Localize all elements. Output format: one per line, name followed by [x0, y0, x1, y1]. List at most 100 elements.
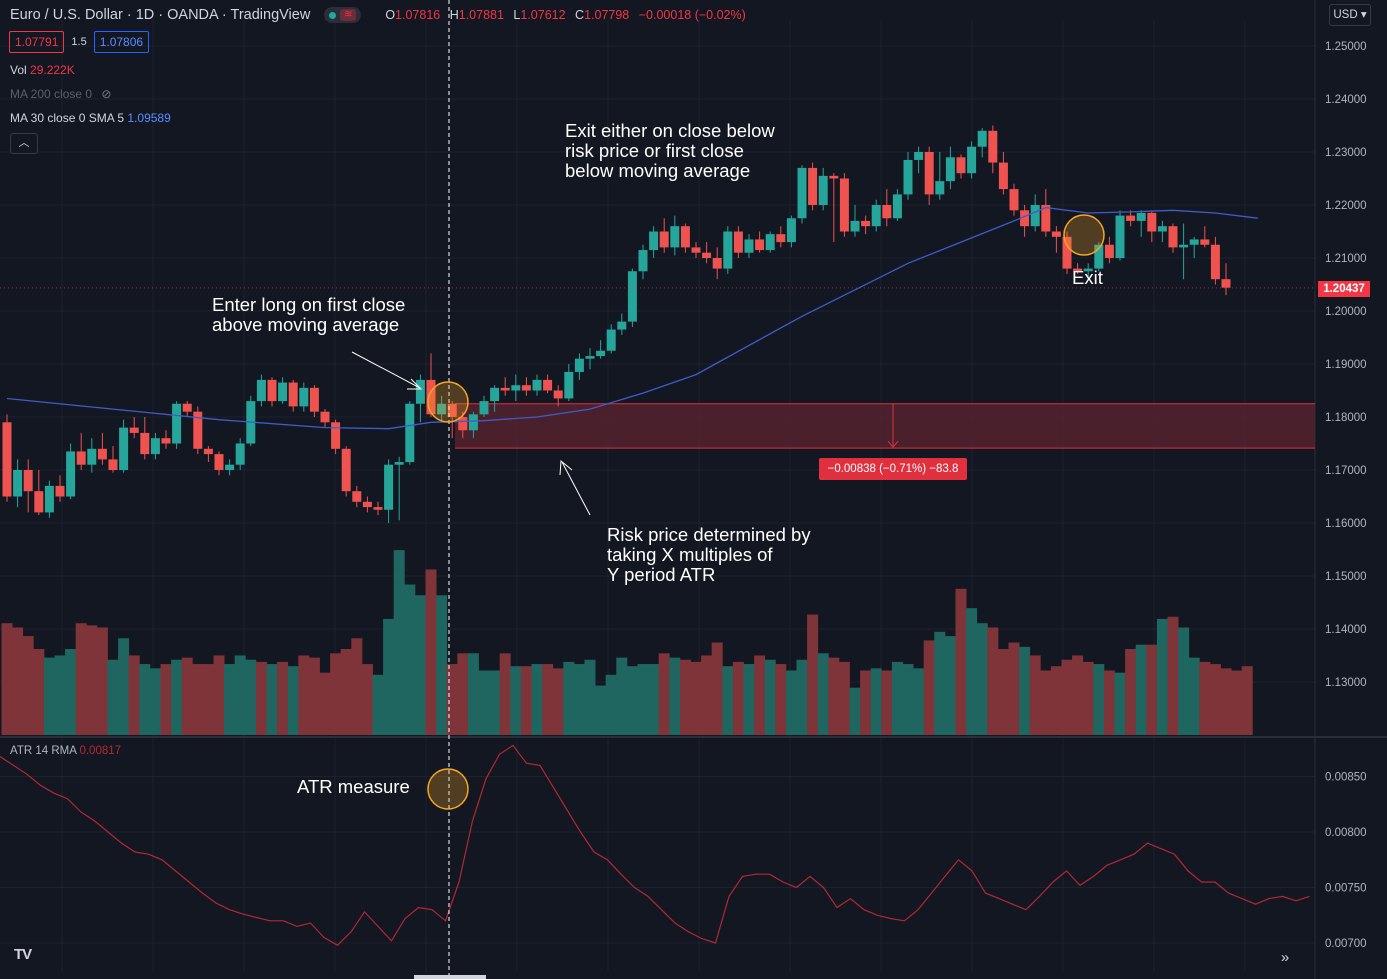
price-tick-label: 1.24000	[1325, 94, 1367, 106]
volume-bar	[860, 670, 872, 735]
tradingview-logo-icon[interactable]: TV	[14, 946, 32, 963]
candle-body	[415, 379, 425, 404]
candle-body	[659, 231, 669, 248]
volume-bar	[308, 657, 320, 735]
candle-body	[596, 350, 606, 357]
entry-arrow-line	[351, 351, 421, 389]
candle-body	[384, 464, 394, 510]
buy-button[interactable]: 1.07806	[93, 31, 150, 53]
candle-body	[405, 403, 415, 463]
candle-body	[479, 401, 489, 415]
price-tick-label: 1.22000	[1325, 200, 1367, 212]
price-axis[interactable]: 1.25000 1.24000 1.23000 1.22000 1.21000 1.200…	[1325, 41, 1367, 950]
candle-body	[776, 234, 786, 243]
time-selection-bar[interactable]	[414, 975, 486, 979]
volume-bar	[181, 657, 193, 735]
volume-bar	[489, 670, 501, 735]
volume-bar	[351, 638, 363, 735]
candle-body	[161, 438, 171, 444]
candle-body	[341, 448, 351, 492]
sell-button[interactable]: 1.07791	[9, 31, 65, 53]
scroll-right-icon[interactable]: »	[1280, 949, 1290, 966]
volume-bar	[987, 627, 999, 735]
market-flag-icon: ≋	[340, 9, 357, 21]
risk-zone	[455, 403, 1315, 449]
hidden-eye-icon[interactable]: ⊘	[101, 87, 112, 101]
candle-body	[394, 462, 404, 465]
volume-bar	[1029, 655, 1041, 735]
volume-bar	[96, 627, 108, 735]
volume-bar	[467, 653, 479, 735]
volume-bar	[838, 661, 850, 735]
candle-body	[744, 239, 754, 253]
candle-body	[97, 448, 107, 460]
volume-bar	[966, 608, 978, 735]
candle-body	[1210, 244, 1220, 280]
candle-body	[945, 157, 955, 182]
currency-dropdown[interactable]: USD ▾	[1329, 4, 1371, 26]
candle-body	[585, 356, 595, 359]
candle-body	[765, 234, 775, 251]
volume-bar	[807, 614, 819, 735]
candle-body	[638, 250, 648, 272]
volume-bar	[626, 666, 638, 735]
atr-legend[interactable]: ATR 14 RMA 0.00817	[10, 745, 122, 757]
candle-body	[214, 454, 224, 470]
ma200-legend[interactable]: MA 200 close 0 ⊘	[10, 87, 112, 101]
candle-body	[373, 507, 383, 510]
market-open-icon	[329, 11, 337, 19]
volume-bar	[817, 653, 829, 735]
price-candles	[2, 125, 1231, 523]
candle-body	[903, 159, 913, 195]
atr-annotation: ATR measure	[297, 776, 410, 797]
price-tick-label: 1.16000	[1325, 518, 1367, 530]
candle-body	[1041, 205, 1051, 232]
candle-body	[320, 411, 330, 423]
volume-bar	[404, 584, 416, 735]
volume-bar	[616, 657, 628, 735]
volume-bar	[414, 595, 426, 735]
candle-body	[352, 491, 362, 502]
volume-bar	[669, 657, 681, 735]
candle-body	[1189, 239, 1199, 245]
volume-bar	[1241, 666, 1253, 735]
trade-buttons: 1.07791 1.5 1.07806	[9, 31, 150, 53]
annotation-markers	[351, 0, 1105, 975]
volume-bar	[605, 674, 617, 735]
candle-body	[278, 382, 288, 402]
collapse-legend-button[interactable]: ︿	[10, 133, 38, 154]
price-tick-label: 1.15000	[1325, 571, 1367, 583]
atr-polyline	[0, 744, 1310, 946]
volume-bar	[870, 668, 882, 735]
candle-body	[617, 321, 627, 330]
volume-bar	[902, 664, 914, 735]
candle-body	[670, 226, 680, 248]
volume-bar	[1072, 655, 1084, 735]
ma30-legend[interactable]: MA 30 close 0 SMA 5 1.09589	[10, 111, 171, 125]
volume-legend[interactable]: Vol 29.222K	[10, 63, 75, 77]
candle-body	[129, 427, 139, 433]
volume-bar	[1220, 668, 1232, 735]
candle-body	[288, 382, 298, 407]
volume-bar	[520, 666, 532, 735]
volume-bar	[584, 659, 596, 735]
candle-body	[733, 231, 743, 253]
volume-bar	[563, 661, 575, 735]
volume-bar	[319, 672, 331, 735]
candle-body	[606, 329, 616, 351]
price-tick-label: 1.18000	[1325, 412, 1367, 424]
volume-bar	[976, 623, 988, 735]
market-status[interactable]: ≋	[324, 7, 362, 23]
candle-body	[935, 181, 945, 195]
volume-bar	[22, 636, 34, 735]
symbol-title[interactable]: Euro / U.S. Dollar · 1D · OANDA · Tradin…	[10, 7, 311, 23]
candle-body	[871, 205, 881, 227]
volume-bar	[1, 623, 13, 735]
candle-body	[426, 379, 436, 415]
candle-body	[225, 464, 235, 470]
volume-bar	[234, 655, 246, 735]
candle-body	[458, 417, 468, 431]
candle-body	[1221, 279, 1231, 288]
price-tick-label: 1.21000	[1325, 253, 1367, 265]
